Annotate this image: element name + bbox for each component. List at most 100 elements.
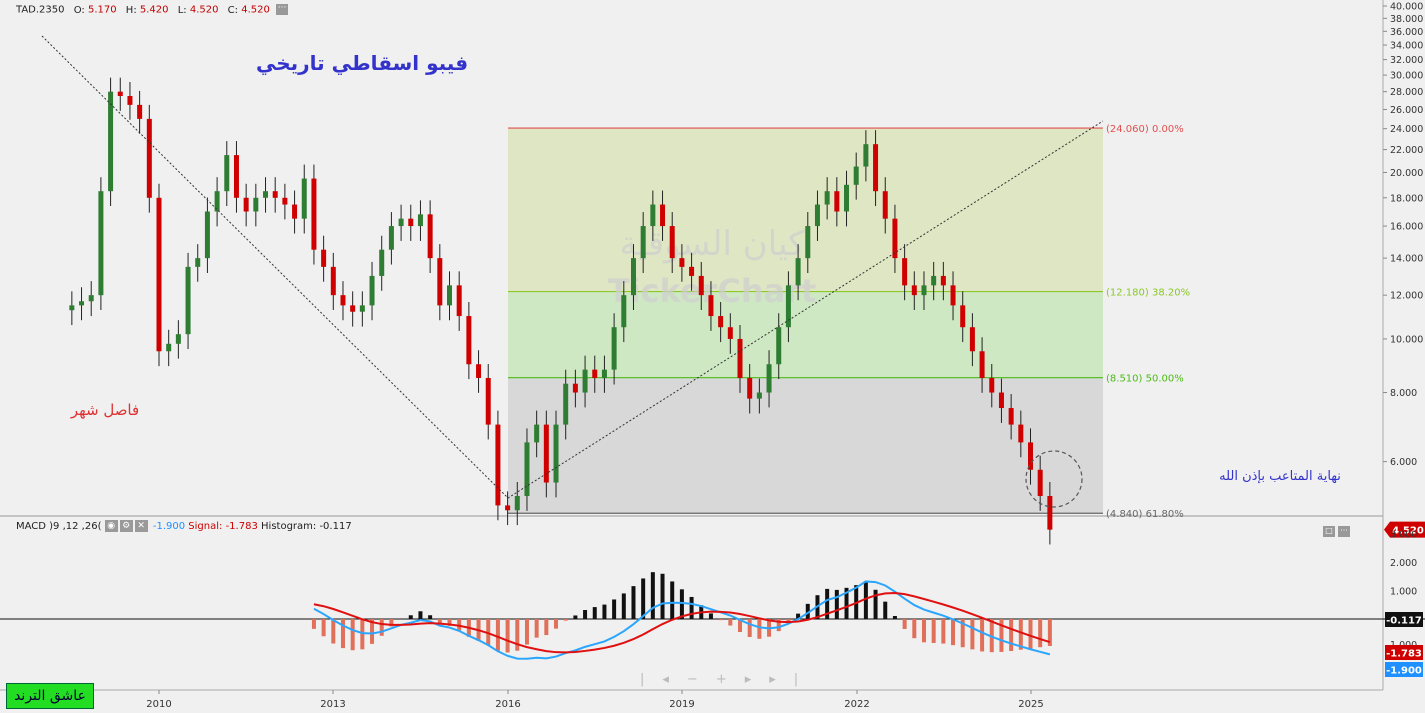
candle-body [844, 184, 850, 212]
low-value: 4.520 [189, 4, 219, 16]
candle-body [611, 327, 617, 370]
candle-body [1028, 442, 1033, 470]
more-icon[interactable]: ··· [1338, 526, 1350, 537]
histogram-bar [602, 604, 607, 619]
y-tick-label-17: 6.000 [1390, 457, 1417, 468]
histogram-bar [311, 619, 316, 629]
zoom-out-icon[interactable]: − [686, 672, 716, 687]
x-tick-label-5: 2025 [1018, 699, 1043, 710]
candle-body [263, 191, 269, 198]
fib-zone-382-50 [508, 291, 1103, 378]
candle-body [737, 338, 743, 378]
signal-line [313, 592, 1051, 654]
candle-body [756, 392, 762, 399]
eye-icon[interactable]: ◉ [104, 520, 118, 532]
candle-body [69, 305, 75, 311]
x-tick-label-2: 2016 [495, 699, 520, 710]
maximize-icon[interactable]: □ [1323, 526, 1335, 537]
histogram-bar [960, 619, 965, 648]
candle-body [282, 197, 288, 205]
candle-body [321, 249, 327, 267]
candle-body [592, 369, 598, 378]
highlight-circle [1025, 450, 1083, 508]
candle-body [427, 214, 433, 259]
histogram-bar [747, 619, 752, 637]
macd-tag-bg-0 [1385, 612, 1423, 627]
fib-label-1: (12.180) 38.20% [1106, 288, 1190, 299]
candle-body [388, 226, 394, 250]
candle-body [660, 204, 666, 227]
fib-zone-0-382 [508, 128, 1103, 292]
candle-body [253, 197, 259, 212]
candle-body [495, 424, 501, 506]
candle-body [950, 285, 956, 306]
symbol-label[interactable]: TAD.2350 [16, 4, 65, 16]
candle-body [408, 218, 414, 227]
nav-prev-icon[interactable]: ◂ [662, 672, 687, 687]
nav-last-icon[interactable]: ▸| [769, 672, 817, 687]
candle-body [175, 334, 181, 344]
histogram-bar [321, 619, 326, 637]
brand-badge: عاشق الترند [6, 683, 94, 709]
candle-body [214, 191, 220, 212]
y-tick-label-10: 20.000 [1390, 168, 1423, 179]
panel-buttons: □ ··· [1320, 518, 1350, 537]
x-tick-label-4: 2022 [844, 699, 869, 710]
histogram-bar [689, 596, 694, 619]
candle-body [998, 392, 1004, 409]
nav-next-icon[interactable]: ▸ [744, 672, 770, 687]
close-value: 4.520 [241, 4, 270, 16]
candle-body [969, 327, 975, 352]
histogram-bar [883, 601, 888, 619]
histogram-bar [776, 619, 781, 632]
annotation-end: نهاية المتاعب بإذن الله [1219, 469, 1341, 484]
close-icon[interactable]: ✕ [134, 520, 148, 532]
histogram-bar [834, 589, 839, 619]
histogram-bar [418, 611, 423, 619]
macd-tag-bg-1 [1385, 645, 1423, 660]
candle-body [873, 144, 879, 192]
candle-body [805, 226, 811, 259]
histogram-bar [863, 581, 868, 619]
candle-body [350, 305, 356, 312]
histogram-bar [437, 619, 442, 624]
candle-body [795, 258, 801, 286]
histogram-bar [1038, 619, 1043, 648]
candle-body [640, 226, 646, 259]
candle-body [572, 383, 578, 393]
candle-body [718, 316, 724, 328]
histogram-value: -0.117 [319, 521, 352, 532]
histogram-bar [563, 619, 568, 621]
histogram-bar [805, 603, 810, 619]
candle-body [185, 266, 191, 335]
candle-body [417, 214, 423, 227]
histogram-bar [495, 619, 500, 651]
candle-body [543, 424, 549, 483]
more-options-button[interactable]: ··· [276, 3, 289, 15]
last-price-tag [1384, 521, 1425, 538]
candle-body [330, 266, 336, 296]
annotation-interval: فاصل شهر [70, 401, 139, 419]
gear-icon[interactable]: ⚙ [119, 520, 133, 532]
candle-body [485, 377, 491, 425]
y-tick-label-0: 40.000 [1390, 2, 1423, 13]
y-tick-label-2: 36.000 [1390, 27, 1423, 38]
candle-body [563, 383, 569, 425]
candle-body [505, 505, 511, 511]
candle-body [979, 351, 985, 378]
histogram-bar [331, 619, 336, 644]
nav-first-icon[interactable]: | [640, 672, 663, 687]
histogram-bar [728, 619, 733, 626]
histogram-bar [796, 613, 801, 619]
y-tick-label-16: 8.000 [1390, 388, 1417, 399]
open-value: 5.170 [87, 4, 117, 16]
candle-body [853, 166, 859, 185]
candle-body [863, 144, 869, 167]
y-tick-label-8: 24.000 [1390, 124, 1423, 135]
y-tick-label-1: 38.000 [1390, 14, 1423, 25]
candle-body [311, 178, 317, 250]
candle-body [834, 191, 840, 212]
zoom-in-icon[interactable]: + [715, 672, 745, 687]
candle-body [776, 327, 782, 365]
